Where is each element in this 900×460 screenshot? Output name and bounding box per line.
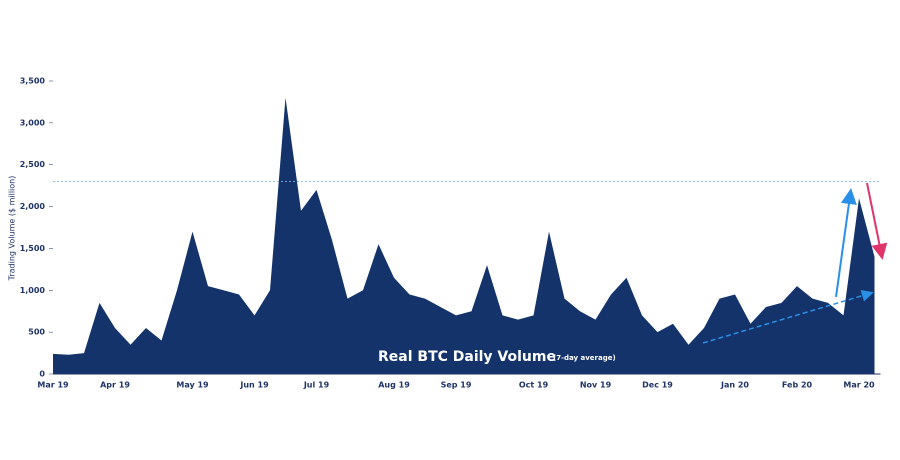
x-tick-label: Mar 19 [37,381,69,390]
volume-area [53,97,875,374]
y-tick-label: 2,500 [20,160,46,169]
rise-arrow [835,188,857,298]
x-tick-label: Jul 19 [303,381,330,390]
x-tick-label: Aug 19 [378,381,410,390]
chart-subtitle: (7-day average) [553,354,616,362]
x-tick-label: Dec 19 [642,381,673,390]
y-tick-label: 2,000 [20,202,46,211]
x-tick-label: Apr 19 [100,381,130,390]
x-tick-label: Jan 20 [720,381,749,390]
x-tick-label: Feb 20 [782,381,813,390]
y-tick-label: 1,000 [20,286,46,295]
y-tick-label: 0 [39,370,45,379]
chart-title: Real BTC Daily Volume [378,349,556,365]
y-tick-label: 500 [28,328,45,337]
y-tick-label: 1,500 [20,244,46,253]
x-tick-label: Sep 19 [441,381,472,390]
x-tick-label: Oct 19 [519,381,549,390]
plot-area [53,97,875,374]
x-tick-label: Nov 19 [580,381,612,390]
y-tick-label: 3,500 [20,77,46,86]
y-tick-label: 3,000 [20,118,46,127]
fall-arrow [866,182,888,260]
x-tick-label: May 19 [176,381,209,390]
x-tick-label: Mar 20 [843,381,875,390]
trend-arrow [702,289,874,344]
x-tick-label: Jun 19 [239,381,269,390]
y-axis-label: Trading Volume ($ million) [8,176,17,282]
